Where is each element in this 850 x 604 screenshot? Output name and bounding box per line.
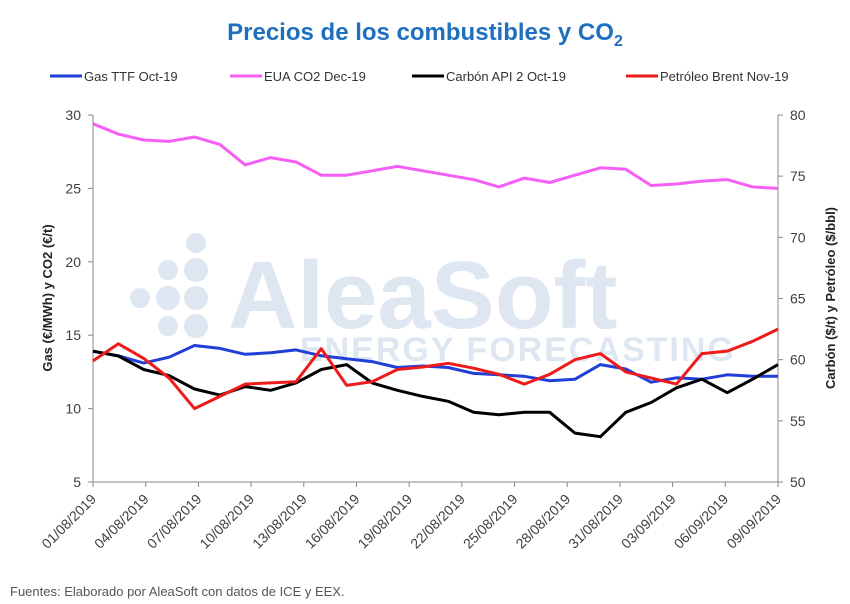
- x-tick-label: 19/08/2019: [354, 491, 415, 552]
- y-left-tick-label: 20: [65, 254, 81, 270]
- y-right-tick-label: 60: [790, 352, 806, 368]
- x-tick-label: 06/09/2019: [671, 491, 732, 552]
- source-note: Fuentes: Elaborado por AleaSoft con dato…: [10, 584, 345, 599]
- y-left-tick-label: 10: [65, 401, 81, 417]
- legend-label: Petróleo Brent Nov-19: [660, 69, 789, 84]
- watermark-tagline: ENERGY FORECASTING: [300, 331, 736, 369]
- y-right-tick-label: 50: [790, 474, 806, 490]
- y-left-tick-label: 15: [65, 327, 81, 343]
- legend-label: Gas TTF Oct-19: [84, 69, 178, 84]
- watermark-brand: AleaSoft: [228, 242, 617, 349]
- y-axis-right-title: Carbón ($/t) y Petróleo ($/bbl): [823, 207, 838, 389]
- y-left-tick-label: 25: [65, 180, 81, 196]
- x-tick-label: 09/09/2019: [723, 491, 784, 552]
- x-tick-label: 16/08/2019: [302, 491, 363, 552]
- legend: Gas TTF Oct-19 EUA CO2 Dec-19 Carbón API 2…: [50, 69, 789, 84]
- series-line-2: [92, 122, 779, 190]
- y-right-tick-label: 65: [790, 291, 806, 307]
- x-tick-label: 13/08/2019: [249, 491, 310, 552]
- y-right-tick-label: 75: [790, 168, 806, 184]
- x-tick-label: 22/08/2019: [407, 491, 468, 552]
- x-tick-label: 25/08/2019: [460, 491, 521, 552]
- x-tick-label: 04/08/2019: [91, 491, 152, 552]
- series-line-3: [92, 349, 779, 439]
- y-right-tick-label: 70: [790, 229, 806, 245]
- x-tick-label: 10/08/2019: [196, 491, 257, 552]
- series-group: [92, 122, 779, 439]
- legend-label: EUA CO2 Dec-19: [264, 69, 366, 84]
- watermark-dots-icon: [130, 233, 208, 338]
- y-axis-left-title: Gas (€/MWh) y CO2 (€/t): [40, 224, 55, 371]
- x-tick-label: 03/09/2019: [618, 491, 679, 552]
- series-line-4: [92, 327, 779, 411]
- y-left-tick-label: 5: [73, 474, 81, 490]
- x-tick-label: 07/08/2019: [144, 491, 205, 552]
- chart-title: Precios de los combustibles y CO2: [227, 19, 623, 50]
- legend-label: Carbón API 2 Oct-19: [446, 69, 566, 84]
- watermark: AleaSoft ENERGY FORECASTING: [130, 233, 736, 369]
- x-tick-label: 31/08/2019: [565, 491, 626, 552]
- x-tick-label: 01/08/2019: [38, 491, 99, 552]
- y-right-tick-label: 80: [790, 107, 806, 123]
- x-tick-label: 28/08/2019: [512, 491, 573, 552]
- y-left-tick-label: 30: [65, 107, 81, 123]
- y-right-tick-label: 55: [790, 413, 806, 429]
